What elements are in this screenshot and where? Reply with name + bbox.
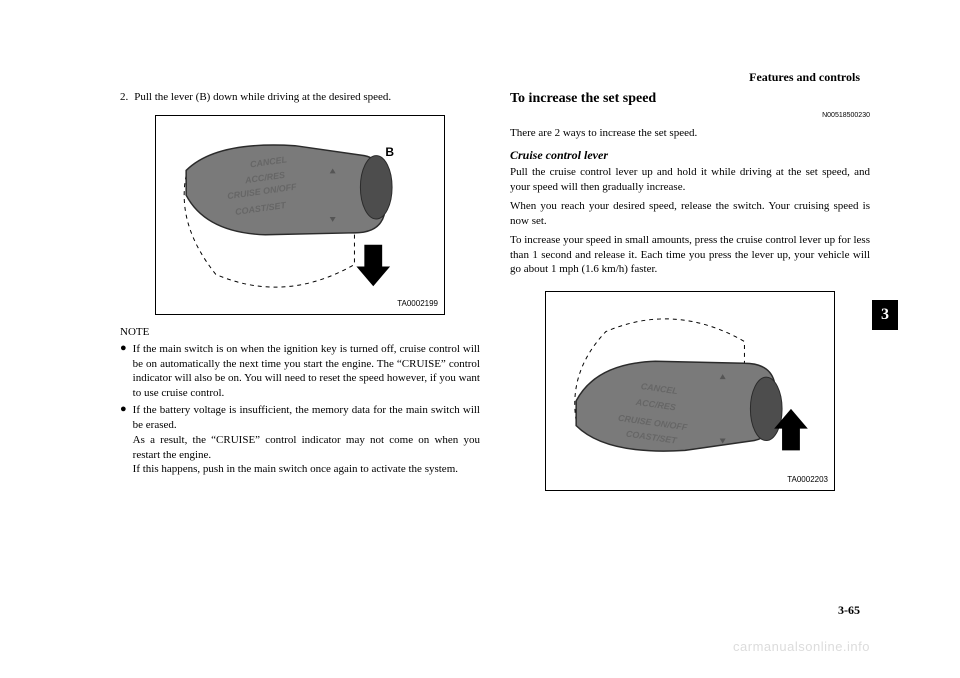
paragraph: Pull the cruise control lever up and hol… bbox=[510, 165, 870, 195]
lever-down-illustration: CANCEL ACC/RES CRUISE ON/OFF COAST/SET bbox=[156, 116, 444, 314]
content-columns: 2. Pull the lever (B) down while driving… bbox=[120, 90, 870, 501]
bullet-icon: ● bbox=[120, 403, 127, 477]
step-number: 2. bbox=[120, 90, 128, 105]
figure-lever-down: B CANCEL ACC/RES CRUISE ON/OFF COAST/SET bbox=[155, 115, 445, 315]
lever-up-illustration: CANCEL ACC/RES CRUISE ON/OFF COAST/SET bbox=[546, 292, 834, 490]
step-text: Pull the lever (B) down while driving at… bbox=[134, 90, 480, 105]
right-column: To increase the set speed N00518500230 T… bbox=[510, 90, 870, 501]
chapter-tab: 3 bbox=[872, 300, 898, 330]
paragraph: To increase your speed in small amounts,… bbox=[510, 233, 870, 278]
left-column: 2. Pull the lever (B) down while driving… bbox=[120, 90, 480, 501]
figure-lever-up: CANCEL ACC/RES CRUISE ON/OFF COAST/SET T… bbox=[545, 291, 835, 491]
chapter-title: Features and controls bbox=[749, 70, 860, 85]
subheading: Cruise control lever bbox=[510, 147, 870, 163]
page-number: 3-65 bbox=[838, 603, 860, 618]
doc-code: N00518500230 bbox=[510, 111, 870, 120]
intro-paragraph: There are 2 ways to increase the set spe… bbox=[510, 126, 870, 141]
note-bullet: ● If the battery voltage is insufficient… bbox=[120, 403, 480, 477]
section-title: To increase the set speed bbox=[510, 90, 870, 109]
paragraph: When you reach your desired speed, relea… bbox=[510, 199, 870, 229]
step-2: 2. Pull the lever (B) down while driving… bbox=[120, 90, 480, 105]
bullet-text: If the main switch is on when the igniti… bbox=[133, 342, 480, 401]
note-bullets: ● If the main switch is on when the igni… bbox=[120, 342, 480, 478]
bullet-text: If the battery voltage is insufficient, … bbox=[133, 403, 480, 477]
manual-page: Features and controls 2. Pull the lever … bbox=[0, 0, 960, 678]
bullet-icon: ● bbox=[120, 342, 127, 401]
figure-label-b: B bbox=[385, 144, 394, 160]
note-bullet: ● If the main switch is on when the igni… bbox=[120, 342, 480, 401]
figure-caption: TA0002199 bbox=[397, 299, 438, 310]
figure-caption: TA0002203 bbox=[787, 475, 828, 486]
watermark: carmanualsonline.info bbox=[733, 639, 870, 654]
note-heading: NOTE bbox=[120, 325, 480, 340]
